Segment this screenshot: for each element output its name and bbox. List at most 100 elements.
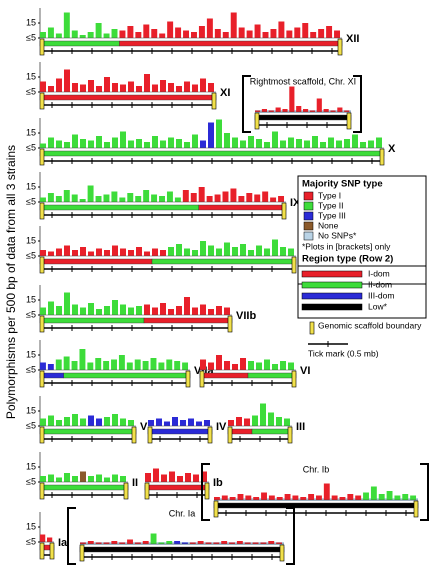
region	[39, 150, 385, 157]
bar	[104, 306, 110, 315]
bar	[176, 139, 182, 148]
bar	[229, 497, 236, 500]
legend-swatch	[303, 211, 314, 221]
scaffold-boundary	[144, 482, 150, 500]
bar	[136, 247, 142, 256]
bar	[216, 355, 222, 370]
y-tick-label: 15	[26, 181, 36, 191]
bar	[197, 541, 204, 544]
bar	[145, 473, 151, 482]
bar	[260, 542, 267, 544]
bar	[64, 417, 70, 426]
bracket-title: Chr. Ia	[169, 508, 196, 518]
bar	[204, 420, 210, 426]
bar	[111, 29, 118, 38]
bar	[40, 476, 46, 482]
bar	[216, 248, 222, 256]
bar	[71, 30, 78, 38]
scaffold-boundary	[131, 426, 137, 444]
bar	[96, 418, 102, 426]
scaffold-boundary	[279, 544, 285, 562]
bar	[176, 244, 182, 256]
region	[147, 428, 213, 435]
bar	[206, 196, 213, 202]
bar	[254, 24, 261, 38]
bar	[272, 131, 278, 148]
legend-swatch	[303, 231, 314, 241]
bar	[198, 26, 205, 38]
scaffold-boundary	[211, 92, 217, 110]
y-tick-label: 15	[26, 17, 36, 27]
bracket	[242, 75, 251, 133]
region	[39, 484, 129, 491]
region	[39, 428, 137, 435]
scaffold-boundary	[185, 370, 191, 388]
bar	[88, 476, 94, 482]
bar	[158, 542, 165, 544]
bar	[166, 359, 173, 370]
bar	[40, 197, 46, 202]
bar	[347, 494, 354, 500]
bar	[174, 541, 181, 544]
legend-label: Genomic scaffold boundary	[318, 320, 422, 330]
bar	[208, 83, 214, 92]
track-name: III	[296, 421, 305, 433]
bar	[63, 190, 70, 202]
bar	[201, 471, 207, 482]
scaffold-boundary	[39, 148, 45, 166]
scaffold-boundary	[39, 426, 45, 444]
bar	[112, 137, 118, 148]
y-tick-label: ≤5	[26, 32, 36, 42]
region	[39, 94, 217, 101]
legend-label: I-dom	[368, 268, 390, 278]
scaffold-boundary	[213, 500, 219, 518]
bar	[336, 140, 342, 148]
bar	[256, 362, 262, 370]
region	[119, 40, 343, 47]
bar	[276, 417, 282, 426]
bar	[200, 241, 206, 256]
region	[63, 372, 191, 379]
bar	[264, 248, 270, 256]
bar	[152, 136, 158, 148]
bar	[292, 495, 299, 500]
bar	[402, 494, 409, 500]
legend-label: Tick mark (0.5 mb)	[308, 348, 379, 358]
bar	[120, 84, 126, 92]
bar	[128, 140, 134, 148]
bar	[280, 247, 286, 256]
bar	[229, 542, 235, 544]
scaffold-boundary	[79, 544, 85, 562]
track-name: Ia	[58, 537, 68, 549]
bar	[159, 196, 165, 202]
scaffold-boundary	[49, 542, 55, 560]
bar	[151, 29, 158, 38]
bar	[56, 306, 62, 315]
bar	[276, 542, 283, 544]
bar	[111, 359, 117, 370]
bar	[135, 32, 142, 38]
legend-label: No SNPs*	[318, 230, 357, 240]
bar	[270, 29, 277, 38]
bar	[184, 142, 190, 148]
bar	[224, 242, 230, 256]
bar	[246, 193, 253, 202]
bar	[288, 137, 294, 148]
bar	[47, 193, 54, 202]
bar	[150, 533, 157, 544]
bar	[304, 140, 310, 148]
scaffold-boundary	[199, 370, 205, 388]
bar	[261, 109, 267, 112]
bar	[72, 414, 78, 426]
region	[251, 428, 293, 435]
bar	[103, 194, 110, 202]
bar	[232, 137, 238, 148]
region	[247, 372, 297, 379]
bar	[288, 248, 294, 256]
bar	[111, 541, 118, 544]
scaffold-boundary	[204, 482, 210, 500]
bar	[334, 30, 341, 38]
bar	[272, 239, 278, 256]
y-tick-label: 15	[26, 349, 36, 359]
y-tick-label: 15	[26, 71, 36, 81]
